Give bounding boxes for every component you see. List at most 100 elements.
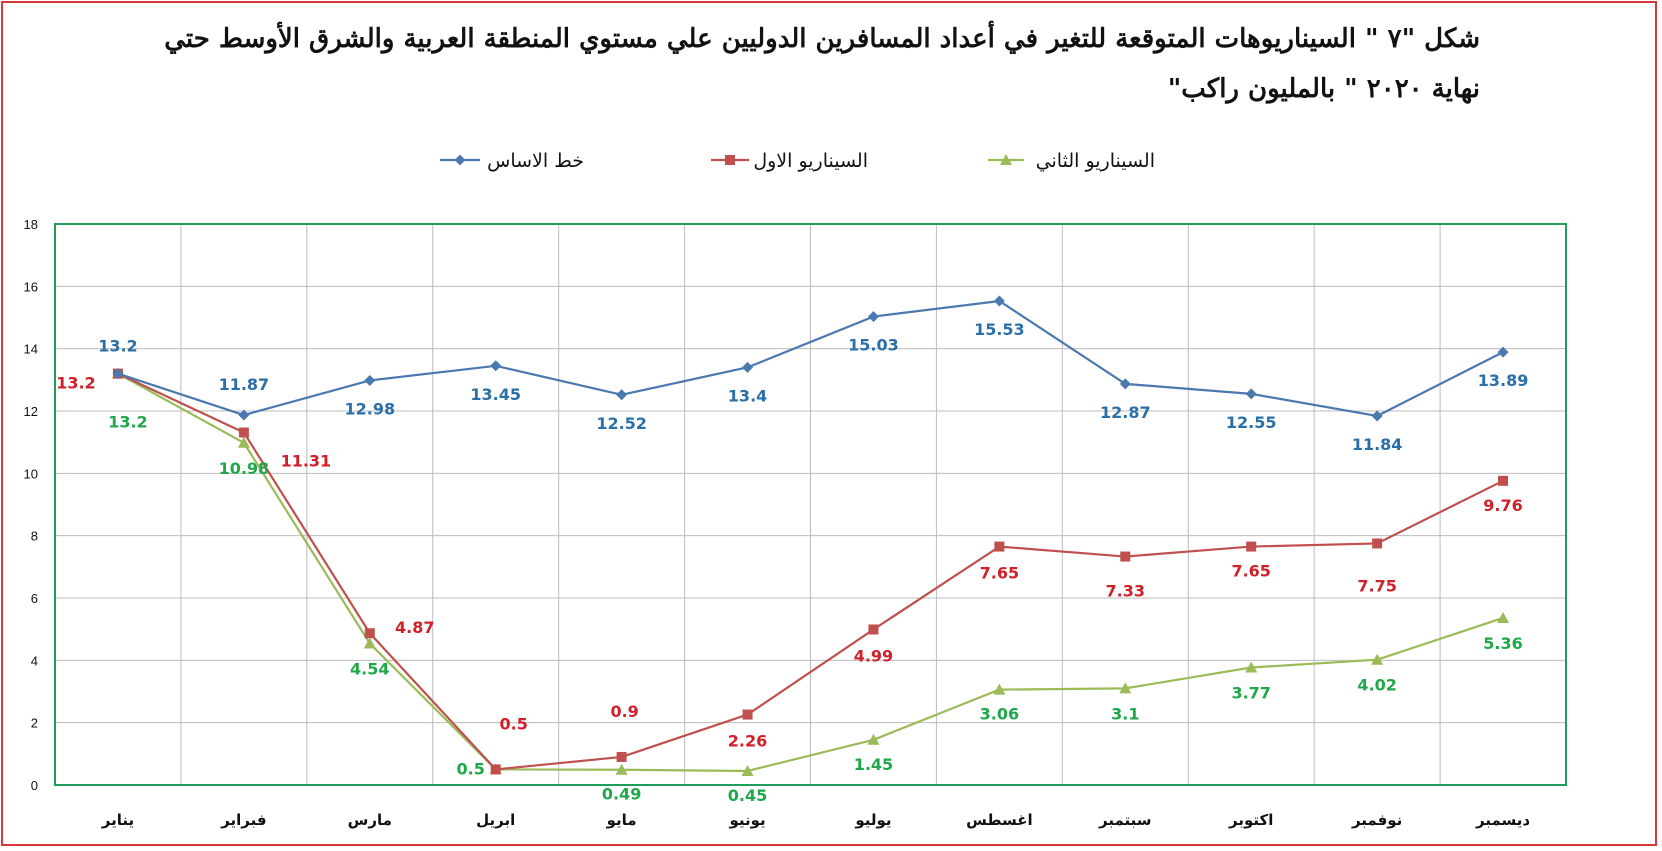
series-line-base [117, 299, 1504, 418]
y-tick-label: 0 [31, 778, 38, 793]
plot-border [54, 223, 1567, 786]
x-tick-label: نوفمبر [1351, 811, 1402, 829]
data-label-s1: 7.65 [980, 564, 1019, 583]
data-point-base [1119, 378, 1131, 390]
data-label-s2: 3.77 [1231, 684, 1270, 703]
data-point-base [490, 360, 502, 372]
data-point-base [364, 374, 376, 386]
data-point-s2 [867, 733, 880, 745]
data-label-base: 13.4 [728, 386, 767, 405]
data-label-base: 11.84 [1352, 435, 1403, 454]
y-tick-label: 12 [24, 404, 38, 419]
y-tick-label: 14 [24, 342, 38, 357]
data-label-s1: 2.26 [728, 732, 767, 751]
data-label-base: 12.98 [344, 399, 395, 418]
legend-label: خط الاساس [487, 150, 584, 172]
data-label-s1: 7.65 [1231, 562, 1270, 581]
chart-title-line-2: نهاية ٢٠٢٠ " بالمليون راكب" [1167, 74, 1480, 104]
data-label-s2: 4.54 [350, 660, 389, 679]
data-point-s1 [868, 624, 879, 635]
data-point-s2 [741, 764, 754, 776]
data-label-base: 12.87 [1100, 403, 1151, 422]
labels-base: 13.2 11.87 12.98 13.45 12.52 13.4 15.03 15.53 12… [98, 320, 1528, 454]
legend-label: السيناريو الثاني [1036, 150, 1155, 172]
y-tick-label: 18 [24, 217, 38, 232]
data-point-s1 [994, 541, 1005, 552]
data-point-s1 [238, 427, 249, 438]
x-tick-label: ابريل [476, 811, 515, 829]
y-tick-label: 6 [31, 591, 38, 606]
data-point-base [238, 409, 250, 421]
data-label-s2: 5.36 [1483, 634, 1522, 653]
series-line-s2 [117, 372, 1504, 773]
x-tick-label: فبراير [220, 811, 266, 829]
legend-item-s2: السيناريو الثاني [988, 150, 1155, 172]
y-axis-ticks: 0 2 4 6 8 10 12 14 16 18 [24, 217, 38, 793]
data-point-s2 [615, 763, 628, 775]
x-tick-label: مارس [348, 811, 392, 829]
data-label-base: 11.87 [219, 375, 270, 394]
x-tick-label: سبتمبر [1098, 811, 1152, 829]
data-label-s1: 4.99 [854, 646, 893, 665]
data-point-base [112, 368, 124, 380]
data-point-s1 [1372, 538, 1383, 549]
data-label-s1: 0.9 [610, 702, 638, 721]
data-point-base [616, 389, 628, 401]
data-point-s1 [1246, 541, 1257, 552]
x-tick-label: ديسمبر [1475, 811, 1530, 829]
y-tick-label: 10 [24, 466, 38, 481]
y-tick-label: 8 [31, 529, 38, 544]
data-point-s2 [363, 637, 376, 649]
y-tick-label: 4 [31, 653, 38, 668]
y-tick-label: 16 [24, 279, 38, 294]
legend-marker [1000, 154, 1012, 165]
x-tick-label: اكتوبر [1228, 811, 1273, 829]
data-point-s1 [1120, 551, 1131, 562]
data-label-base: 12.55 [1226, 413, 1277, 432]
data-label-s2: 0.5 [457, 759, 485, 778]
data-label-s2: 0.45 [728, 786, 767, 805]
data-label-s2: 4.02 [1357, 676, 1396, 695]
data-label-s2: 10.98 [219, 459, 270, 478]
data-label-base: 13.45 [470, 385, 521, 404]
x-tick-label: مايو [606, 811, 637, 829]
data-point-s2 [237, 436, 250, 448]
data-point-s2 [993, 683, 1006, 695]
series-base [112, 295, 1509, 422]
y-tick-label: 2 [31, 716, 38, 731]
data-label-s1: 4.87 [395, 618, 434, 637]
data-point-base [742, 361, 754, 373]
x-tick-label: يناير [101, 811, 134, 829]
data-label-s1: 7.75 [1357, 576, 1396, 595]
legend-item-s1: السيناريو الاول [711, 150, 868, 172]
data-label-base: 12.52 [596, 414, 647, 433]
data-label-s2: 3.1 [1111, 704, 1139, 723]
data-label-base: 15.03 [848, 336, 899, 355]
series-line-s1 [117, 372, 1504, 771]
chart-title-line-1: شكل "٧ " السيناريوهات المتوقعة للتغير في… [164, 24, 1480, 54]
data-point-s2 [1245, 661, 1258, 673]
data-point-s1 [490, 764, 501, 775]
data-label-base: 13.2 [98, 337, 137, 356]
data-point-base [1371, 410, 1383, 422]
legend-label: السيناريو الاول [753, 150, 868, 172]
legend-marker [454, 154, 466, 166]
legend-item-base: خط الاساس [440, 150, 584, 172]
data-point-s2 [1497, 611, 1510, 623]
data-point-s2 [1119, 682, 1132, 694]
data-point-s2 [1371, 653, 1384, 665]
legend-marker [725, 155, 735, 165]
data-label-base: 13.89 [1478, 371, 1529, 390]
data-point-s1 [742, 709, 753, 720]
x-tick-label: اغسطس [966, 811, 1032, 829]
data-label-s1: 9.76 [1483, 496, 1522, 515]
data-label-s1: 0.5 [500, 714, 528, 733]
data-label-s1: 7.33 [1106, 582, 1145, 601]
labels-s2: 13.2 10.98 4.54 0.5 0.49 0.45 1.45 3.06 3.1 3.77 4… [108, 413, 1523, 805]
legend: خط الاساس السيناريو الاول السيناريو الثاني [440, 150, 1155, 172]
data-label-s2: 3.06 [980, 705, 1019, 724]
data-point-s1 [616, 751, 627, 762]
data-point-s1 [1498, 475, 1509, 486]
x-axis-labels: يناير فبراير مارس ابريل مايو يونيو يوليو اغسطس س… [101, 811, 1531, 829]
